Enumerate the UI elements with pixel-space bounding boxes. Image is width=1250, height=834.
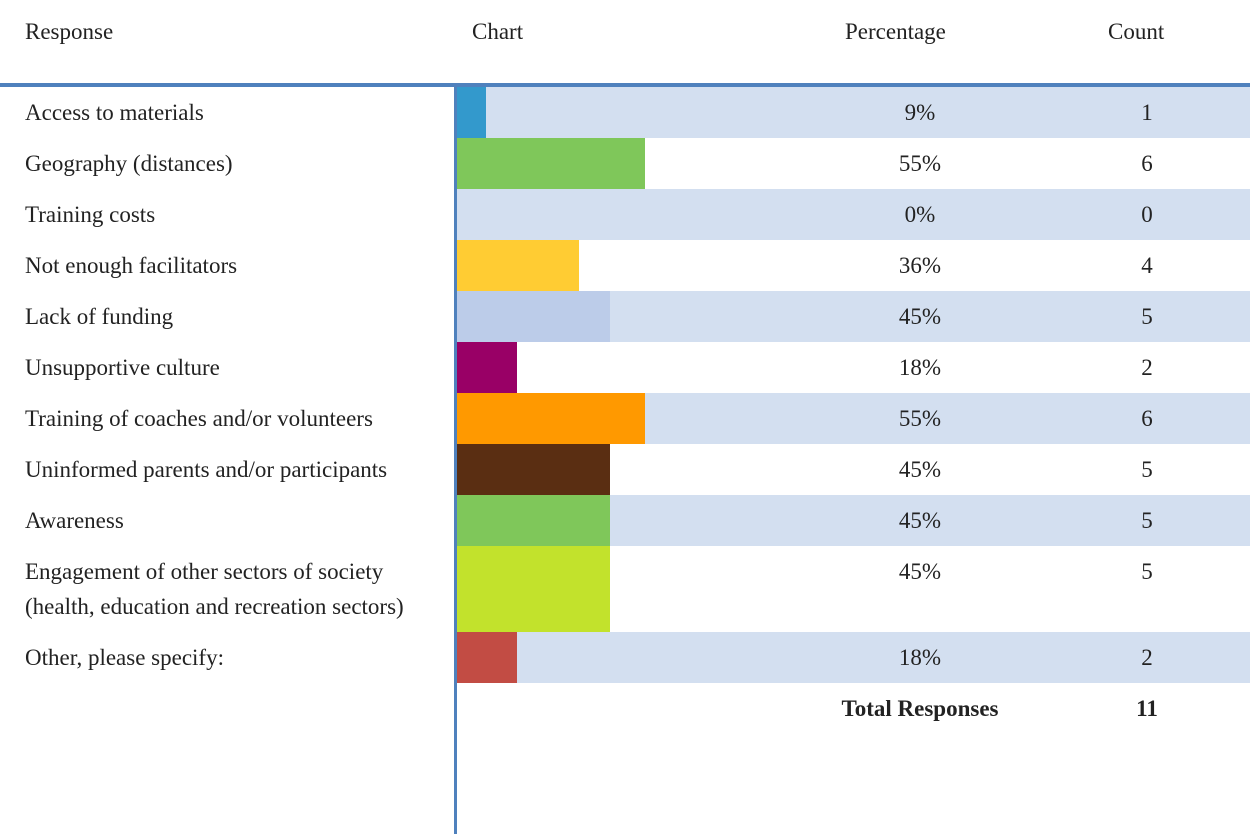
- percentage-label: 18%: [898, 355, 942, 380]
- count-label: 5: [1141, 559, 1153, 584]
- response-label: Training of coaches and/or volunteers: [25, 406, 373, 431]
- chart-cell: 45% 5: [455, 546, 1250, 632]
- chart-cell: 45% 5: [455, 495, 1250, 546]
- header-count: Count: [1108, 19, 1165, 44]
- chart-axis: [454, 87, 457, 834]
- bar: [455, 546, 611, 632]
- header-rule: [0, 83, 1250, 87]
- response-label: Other, please specify:: [25, 645, 224, 670]
- bar: [455, 342, 518, 393]
- response-label: Engagement of other sectors of society (…: [25, 559, 404, 619]
- response-label: Access to materials: [25, 100, 204, 125]
- table-row: Engagement of other sectors of society (…: [0, 546, 1250, 632]
- count-label: 6: [1141, 151, 1153, 176]
- table-row: Not enough facilitators 36% 4: [0, 240, 1250, 291]
- chart-cell: 36% 4: [455, 240, 1250, 291]
- response-label: Awareness: [25, 508, 124, 533]
- chart-cell: 55% 6: [455, 138, 1250, 189]
- percentage-label: 18%: [898, 645, 942, 670]
- percentage-label: 45%: [898, 508, 942, 533]
- count-label: 4: [1141, 253, 1153, 278]
- percentage-label: 36%: [898, 253, 942, 278]
- percentage-label: 45%: [898, 559, 942, 584]
- count-label: 5: [1141, 457, 1153, 482]
- chart-cell: 18% 2: [455, 632, 1250, 683]
- table-row: Geography (distances) 55% 6: [0, 138, 1250, 189]
- chart-cell: 45% 5: [455, 291, 1250, 342]
- bar: [455, 240, 580, 291]
- total-count: 11: [1136, 696, 1158, 721]
- header-chart: Chart: [472, 19, 524, 44]
- count-label: 0: [1141, 202, 1153, 227]
- table-row: Training of coaches and/or volunteers 55%…: [0, 393, 1250, 444]
- table-row: Training costs 0% 0: [0, 189, 1250, 240]
- spacer: [0, 683, 455, 734]
- response-label: Not enough facilitators: [25, 253, 238, 278]
- table-row: Awareness 45% 5: [0, 495, 1250, 546]
- percentage-label: 55%: [898, 406, 942, 431]
- table-row: Other, please specify: 18% 2: [0, 632, 1250, 683]
- chart-cell: 55% 6: [455, 393, 1250, 444]
- response-label: Uninformed parents and/or participants: [25, 457, 388, 482]
- total-row: Total Responses 11: [0, 683, 1250, 734]
- percentage-label: 45%: [898, 457, 942, 482]
- percentage-label: 55%: [898, 151, 942, 176]
- bar: [455, 444, 611, 495]
- chart-cell: 9% 1: [455, 87, 1250, 138]
- count-label: 5: [1141, 508, 1153, 533]
- table-body: Access to materials 9% 1 Geography (distanc…: [0, 87, 1250, 734]
- table-row: Lack of funding 45% 5: [0, 291, 1250, 342]
- count-label: 2: [1141, 645, 1153, 670]
- percentage-label: 0%: [904, 202, 936, 227]
- chart-cell: 45% 5: [455, 444, 1250, 495]
- count-label: 2: [1141, 355, 1153, 380]
- bar: [455, 632, 518, 683]
- total-cell: Total Responses 11: [455, 683, 1250, 734]
- bar: [455, 138, 645, 189]
- count-label: 1: [1141, 100, 1153, 125]
- table-row: Uninformed parents and/or participants 45…: [0, 444, 1250, 495]
- chart-cell: 18% 2: [455, 342, 1250, 393]
- percentage-label: 9%: [904, 100, 936, 125]
- header-response: Response: [25, 19, 114, 44]
- response-label: Lack of funding: [25, 304, 174, 329]
- count-label: 5: [1141, 304, 1153, 329]
- header-percentage: Percentage: [845, 19, 946, 44]
- count-label: 6: [1141, 406, 1153, 431]
- table-row: Unsupportive culture 18% 2: [0, 342, 1250, 393]
- total-label: Total Responses: [841, 696, 999, 721]
- bar: [455, 393, 645, 444]
- bar: [455, 87, 487, 138]
- response-label: Training costs: [25, 202, 156, 227]
- response-label: Unsupportive culture: [25, 355, 220, 380]
- response-label: Geography (distances): [25, 151, 233, 176]
- bar: [455, 495, 611, 546]
- table-row: Access to materials 9% 1: [0, 87, 1250, 138]
- percentage-label: 45%: [898, 304, 942, 329]
- chart-cell: 0% 0: [455, 189, 1250, 240]
- bar: [455, 291, 611, 342]
